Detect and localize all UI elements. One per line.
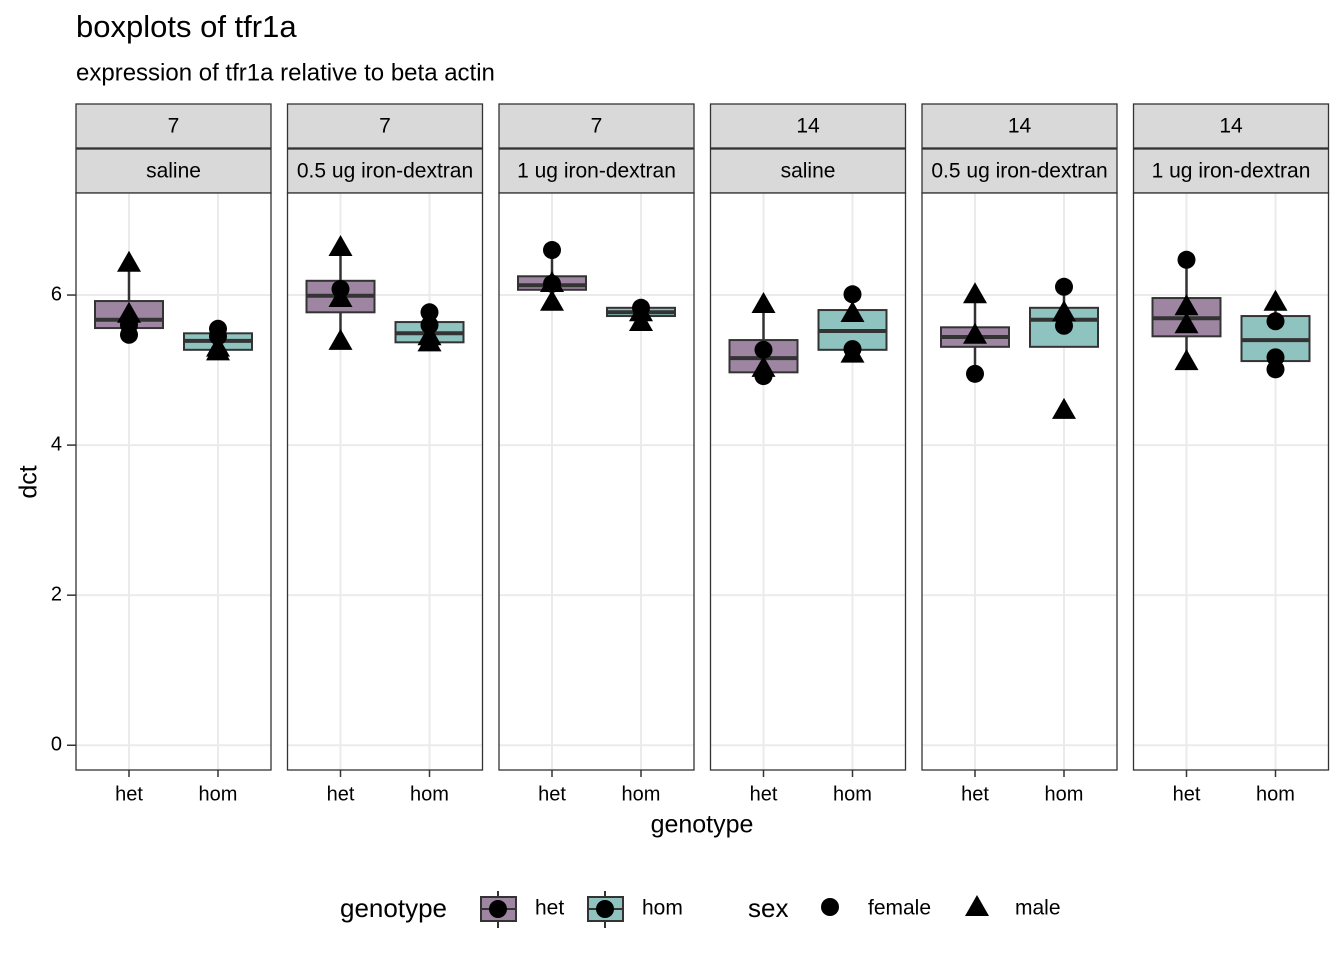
x-tick-label: het <box>750 783 778 805</box>
point <box>1055 316 1073 335</box>
chart-subtitle: expression of tfr1a relative to beta act… <box>76 59 495 86</box>
strip <box>286 103 484 149</box>
y-tick-label: 4 <box>51 433 62 455</box>
point <box>963 282 987 304</box>
panel <box>287 193 483 770</box>
point <box>1177 250 1196 269</box>
strip <box>709 148 907 194</box>
point <box>540 289 564 311</box>
strip-label: saline <box>146 160 201 183</box>
x-tick-label: hom <box>410 783 449 805</box>
point <box>420 303 439 322</box>
strip <box>1132 103 1330 149</box>
x-axis-label: genotype <box>651 811 754 839</box>
x-tick-label: hom <box>1256 783 1295 805</box>
strip <box>286 148 484 194</box>
legend-label: hom <box>642 897 683 920</box>
point <box>540 271 564 293</box>
panel-border <box>286 192 484 771</box>
x-tick-label: het <box>115 783 143 805</box>
y-axis-label: dct <box>15 465 43 498</box>
point <box>629 300 653 322</box>
point <box>843 285 862 304</box>
point <box>1174 294 1199 316</box>
strip <box>1132 148 1330 194</box>
x-tick-label: het <box>327 783 355 805</box>
x-tick-label: hom <box>1045 783 1084 805</box>
point <box>966 364 984 383</box>
legend-title: genotype <box>340 893 447 923</box>
point <box>840 301 865 323</box>
strip <box>921 103 1118 149</box>
point <box>543 241 561 260</box>
strip <box>921 148 1118 194</box>
panel <box>710 193 906 770</box>
x-tick-label: het <box>961 783 989 805</box>
strip-label: 1 ug iron-dextran <box>1152 160 1311 183</box>
point <box>206 339 230 361</box>
strip-label: 14 <box>1008 115 1032 138</box>
point <box>1266 360 1285 379</box>
point <box>1055 277 1073 296</box>
panel-border <box>75 192 272 771</box>
panel <box>922 193 1117 770</box>
legend-title: sex <box>748 893 788 923</box>
y-tick-label: 6 <box>51 283 62 305</box>
point <box>1174 312 1199 334</box>
strip-label: 7 <box>168 115 180 138</box>
strip-label: 0.5 ug iron-dextran <box>931 160 1107 183</box>
legend-label: male <box>1015 897 1061 920</box>
legend-label: female <box>868 897 931 920</box>
point <box>840 341 865 363</box>
strip-label: saline <box>781 160 836 183</box>
strip <box>709 103 907 149</box>
panel-border <box>921 192 1118 771</box>
panel-border <box>709 192 907 771</box>
point <box>1174 349 1199 371</box>
point <box>754 340 773 359</box>
strip-label: 14 <box>1219 115 1243 138</box>
legend-key <box>489 900 507 918</box>
point <box>963 322 987 344</box>
y-tick-label: 2 <box>51 583 62 605</box>
strip <box>498 103 695 149</box>
strip-label: 0.5 ug iron-dextran <box>297 160 473 183</box>
x-tick-label: het <box>1173 783 1201 805</box>
panel-border <box>1132 192 1330 771</box>
point <box>328 328 353 350</box>
strip-label: 7 <box>379 115 391 138</box>
point <box>117 250 141 272</box>
point <box>328 235 353 257</box>
legend-label: het <box>535 897 564 920</box>
point <box>1052 397 1076 419</box>
x-tick-label: hom <box>833 783 872 805</box>
point <box>751 292 776 314</box>
legend-key <box>965 895 989 916</box>
strip-label: 1 ug iron-dextran <box>517 160 676 183</box>
chart-title: boxplots of tfr1a <box>76 9 297 44</box>
strip-label: 14 <box>796 115 820 138</box>
x-tick-label: hom <box>622 783 661 805</box>
legend-key <box>596 900 614 918</box>
point <box>417 330 442 352</box>
y-tick-label: 0 <box>51 734 62 756</box>
strip <box>75 103 272 149</box>
x-tick-label: hom <box>199 783 238 805</box>
panel-border <box>498 192 695 771</box>
legend-key <box>821 898 839 916</box>
point <box>1052 300 1076 322</box>
point <box>117 301 141 323</box>
panel <box>1133 193 1329 770</box>
panel <box>76 193 271 770</box>
x-tick-label: het <box>538 783 566 805</box>
point <box>328 286 353 308</box>
point <box>1266 312 1285 331</box>
point <box>1263 289 1288 311</box>
strip-label: 7 <box>591 115 603 138</box>
point <box>751 355 776 377</box>
